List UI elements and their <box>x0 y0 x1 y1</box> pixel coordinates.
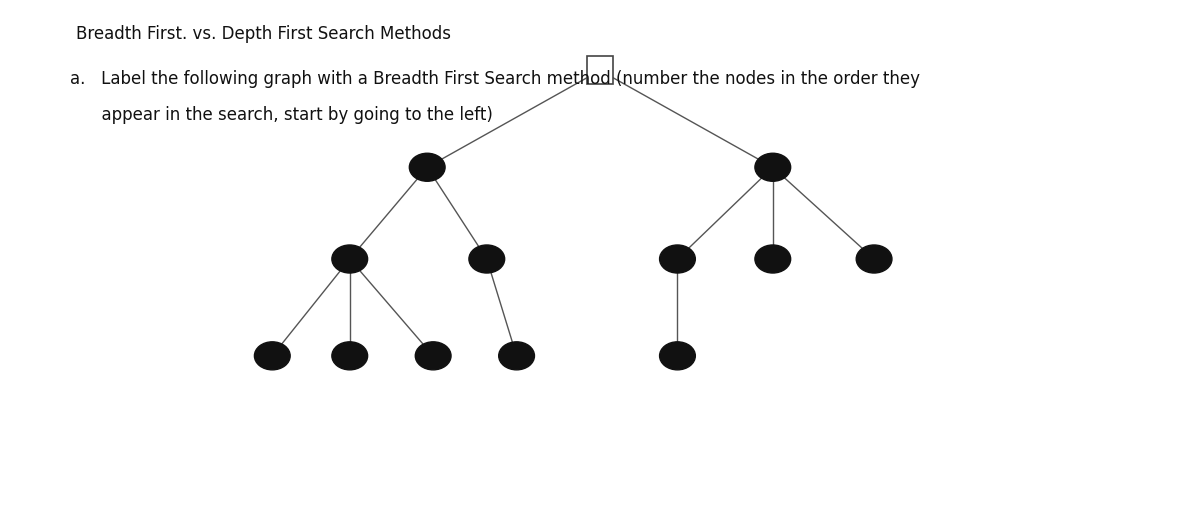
Ellipse shape <box>660 342 695 370</box>
Ellipse shape <box>857 245 892 273</box>
Ellipse shape <box>660 245 695 273</box>
Ellipse shape <box>254 342 290 370</box>
Ellipse shape <box>499 342 534 370</box>
Ellipse shape <box>415 342 451 370</box>
Bar <box>587 56 613 84</box>
Ellipse shape <box>332 342 367 370</box>
Ellipse shape <box>755 153 791 181</box>
Text: Breadth First. vs. Depth First Search Methods: Breadth First. vs. Depth First Search Me… <box>76 24 451 42</box>
Ellipse shape <box>755 245 791 273</box>
Ellipse shape <box>469 245 505 273</box>
Text: appear in the search, start by going to the left): appear in the search, start by going to … <box>70 106 492 124</box>
Ellipse shape <box>332 245 367 273</box>
Ellipse shape <box>409 153 445 181</box>
Text: a.   Label the following graph with a Breadth First Search method (number the no: a. Label the following graph with a Brea… <box>70 70 919 89</box>
